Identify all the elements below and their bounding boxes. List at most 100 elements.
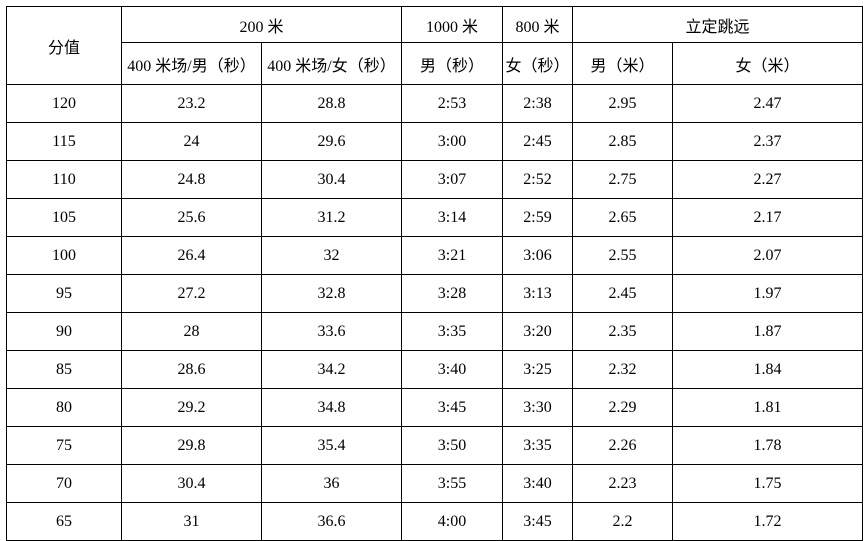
table-row: 75 29.8 35.4 3:50 3:35 2.26 1.78: [6, 426, 864, 465]
value-cell: 30.4: [121, 464, 262, 503]
value-cell: 4:00: [401, 502, 504, 541]
value-cell: 2.85: [572, 122, 674, 161]
header-sub-row: 400 米场/男（秒） 400 米场/女（秒） 男（秒） 女（秒） 男（米） 女…: [7, 42, 864, 85]
value-cell: 2.75: [572, 160, 674, 199]
value-cell: 2:52: [502, 160, 574, 199]
value-cell: 3:45: [401, 388, 504, 427]
subheader-jump-male-meters: 男（米）: [572, 42, 674, 85]
value-cell: 2:59: [502, 198, 574, 237]
value-cell: 25.6: [121, 198, 262, 237]
score-cell: 90: [6, 312, 122, 351]
value-cell: 3:50: [401, 426, 504, 465]
score-cell: 95: [6, 274, 122, 313]
value-cell: 29.8: [121, 426, 262, 465]
value-cell: 2.65: [572, 198, 674, 237]
subheader-1000m-male-seconds: 男（秒）: [401, 42, 504, 85]
value-cell: 1.87: [672, 312, 864, 351]
value-cell: 34.8: [260, 388, 403, 427]
value-cell: 24: [121, 122, 262, 161]
value-cell: 2.37: [672, 122, 864, 161]
value-cell: 26.4: [121, 236, 262, 275]
table-row: 95 27.2 32.8 3:28 3:13 2.45 1.97: [6, 274, 864, 313]
value-cell: 31.2: [260, 198, 403, 237]
value-cell: 3:45: [502, 502, 574, 541]
value-cell: 1.72: [672, 502, 864, 541]
fitness-score-table-container: 分值 200 米 1000 米 800 米 立定跳远 400 米场/男（秒） 4…: [6, 6, 864, 541]
value-cell: 34.2: [260, 350, 403, 389]
header-800m: 800 米: [502, 6, 574, 43]
score-cell: 120: [6, 84, 122, 123]
value-cell: 3:20: [502, 312, 574, 351]
header-standing-long-jump: 立定跳远: [572, 6, 864, 43]
value-cell: 28.6: [121, 350, 262, 389]
value-cell: 23.2: [121, 84, 262, 123]
subheader-400m-track-female-seconds: 400 米场/女（秒）: [260, 42, 403, 85]
score-cell: 80: [6, 388, 122, 427]
value-cell: 3:25: [502, 350, 574, 389]
value-cell: 28.8: [260, 84, 403, 123]
value-cell: 3:28: [401, 274, 504, 313]
value-cell: 35.4: [260, 426, 403, 465]
value-cell: 2.95: [572, 84, 674, 123]
value-cell: 3:40: [401, 350, 504, 389]
value-cell: 3:30: [502, 388, 574, 427]
header-200m: 200 米: [120, 6, 403, 43]
table-row: 115 24 29.6 3:00 2:45 2.85 2.37: [6, 122, 864, 161]
value-cell: 3:07: [401, 160, 504, 199]
score-cell: 85: [6, 350, 122, 389]
table-row: 90 28 33.6 3:35 3:20 2.35 1.87: [6, 312, 864, 351]
value-cell: 30.4: [260, 160, 403, 199]
score-cell: 115: [6, 122, 122, 161]
value-cell: 2.35: [572, 312, 674, 351]
value-cell: 36.6: [260, 502, 403, 541]
value-cell: 31: [121, 502, 262, 541]
header-score: 分值: [6, 6, 122, 85]
value-cell: 3:06: [502, 236, 574, 275]
value-cell: 2.23: [572, 464, 674, 503]
value-cell: 32.8: [260, 274, 403, 313]
score-cell: 65: [6, 502, 122, 541]
table-row: 80 29.2 34.8 3:45 3:30 2.29 1.81: [6, 388, 864, 427]
value-cell: 29.6: [260, 122, 403, 161]
value-cell: 3:35: [502, 426, 574, 465]
value-cell: 1.97: [672, 274, 864, 313]
subheader-jump-female-meters: 女（米）: [672, 42, 864, 85]
value-cell: 2:38: [502, 84, 574, 123]
fitness-score-table: 分值 200 米 1000 米 800 米 立定跳远 400 米场/男（秒） 4…: [6, 6, 864, 541]
value-cell: 2.07: [672, 236, 864, 275]
value-cell: 3:40: [502, 464, 574, 503]
table-row: 110 24.8 30.4 3:07 2:52 2.75 2.27: [6, 160, 864, 199]
value-cell: 2:53: [401, 84, 504, 123]
table-row: 70 30.4 36 3:55 3:40 2.23 1.75: [6, 464, 864, 503]
table-row: 100 26.4 32 3:21 3:06 2.55 2.07: [6, 236, 864, 275]
value-cell: 1.78: [672, 426, 864, 465]
value-cell: 2.29: [572, 388, 674, 427]
value-cell: 1.81: [672, 388, 864, 427]
value-cell: 2.45: [572, 274, 674, 313]
score-cell: 105: [6, 198, 122, 237]
value-cell: 2.47: [672, 84, 864, 123]
score-cell: 70: [6, 464, 122, 503]
table-row: 85 28.6 34.2 3:40 3:25 2.32 1.84: [6, 350, 864, 389]
value-cell: 2.2: [572, 502, 674, 541]
value-cell: 2:45: [502, 122, 574, 161]
table-row: 65 31 36.6 4:00 3:45 2.2 1.72: [6, 502, 864, 541]
subheader-800m-female-seconds: 女（秒）: [502, 42, 574, 85]
value-cell: 2.32: [572, 350, 674, 389]
value-cell: 33.6: [260, 312, 403, 351]
value-cell: 29.2: [121, 388, 262, 427]
table-row: 105 25.6 31.2 3:14 2:59 2.65 2.17: [6, 198, 864, 237]
value-cell: 3:55: [401, 464, 504, 503]
value-cell: 3:21: [401, 236, 504, 275]
value-cell: 32: [260, 236, 403, 275]
value-cell: 2.27: [672, 160, 864, 199]
value-cell: 28: [121, 312, 262, 351]
value-cell: 1.84: [672, 350, 864, 389]
value-cell: 3:13: [502, 274, 574, 313]
table-row: 120 23.2 28.8 2:53 2:38 2.95 2.47: [6, 84, 864, 123]
value-cell: 2.55: [572, 236, 674, 275]
score-cell: 110: [6, 160, 122, 199]
value-cell: 3:35: [401, 312, 504, 351]
value-cell: 2.26: [572, 426, 674, 465]
subheader-400m-track-male-seconds: 400 米场/男（秒）: [121, 42, 262, 85]
